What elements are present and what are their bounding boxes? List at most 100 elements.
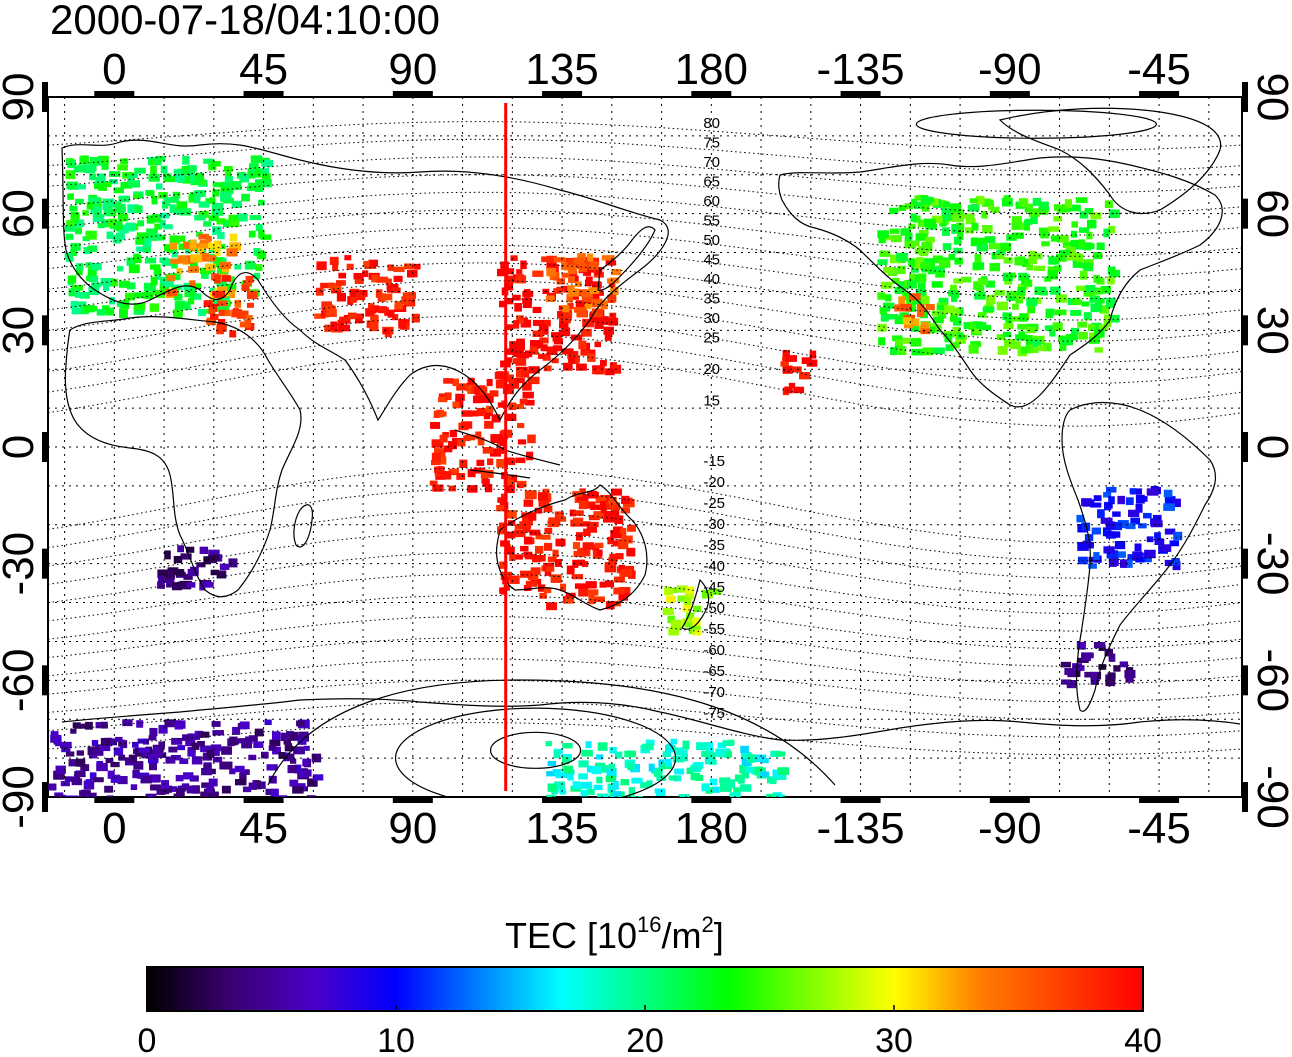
tec-sample — [600, 300, 608, 310]
tec-sample — [949, 284, 957, 291]
lon-top-label: 90 — [388, 45, 437, 94]
tec-sample — [168, 746, 178, 753]
tec-sample — [72, 722, 81, 729]
tec-sample — [126, 282, 136, 290]
tec-sample — [249, 215, 262, 221]
tec-sample — [505, 298, 514, 305]
tec-sample — [916, 304, 925, 313]
tec-sample — [952, 209, 965, 217]
tec-sample — [908, 293, 921, 301]
tec-sample — [242, 279, 252, 286]
tec-sample — [245, 315, 253, 321]
colorbar-tick-label: 40 — [1124, 1022, 1162, 1057]
tec-sample — [452, 401, 460, 409]
tec-sample — [1103, 492, 1112, 498]
tec-sample — [80, 764, 90, 772]
tec-sample — [613, 526, 623, 532]
tec-sample — [136, 720, 144, 728]
tec-sample — [621, 568, 633, 577]
tec-sample — [1089, 296, 1100, 303]
tec-sample — [1081, 301, 1090, 307]
tec-sample — [171, 582, 183, 591]
tec-sample — [538, 324, 547, 332]
tec-sample — [258, 199, 265, 206]
tec-sample — [527, 434, 536, 444]
tec-sample — [1125, 497, 1134, 506]
tec-sample — [499, 561, 508, 569]
tec-sample — [86, 202, 94, 210]
tec-sample — [463, 435, 471, 442]
tec-sample — [693, 605, 702, 613]
tec-sample — [89, 792, 97, 797]
tec-sample — [677, 595, 686, 602]
tec-sample — [1064, 199, 1072, 209]
tec-sample — [1066, 680, 1077, 689]
tec-sample — [161, 201, 169, 209]
tec-sample — [94, 206, 102, 212]
tec-sample — [1160, 544, 1172, 552]
tec-sample — [88, 286, 100, 296]
tec-sample — [88, 197, 101, 205]
tec-sample — [475, 431, 482, 440]
tec-sample — [248, 182, 258, 191]
tec-sample — [1033, 297, 1042, 304]
tec-sample — [544, 527, 553, 534]
tec-sample — [580, 789, 589, 797]
tec-sample — [201, 767, 212, 776]
tec-sample — [562, 765, 573, 774]
tec-sample — [212, 730, 224, 736]
tec-sample — [163, 224, 173, 230]
colorbar-tick-label: 10 — [377, 1022, 415, 1057]
tec-sample — [754, 766, 764, 776]
tec-sample — [210, 744, 222, 752]
tec-sample — [201, 782, 211, 788]
tec-sample — [1044, 325, 1057, 331]
lon-top-label: 180 — [675, 45, 748, 94]
tec-sample — [706, 591, 714, 598]
tec-sample — [221, 275, 231, 282]
tec-sample — [191, 756, 203, 765]
tec-sample — [526, 451, 534, 461]
tec-sample — [529, 340, 541, 349]
tec-sample — [595, 512, 605, 519]
tec-sample — [719, 783, 732, 792]
tec-sample — [581, 749, 593, 757]
tec-sample — [94, 744, 105, 751]
tec-sample — [1077, 542, 1089, 551]
tec-sample — [1146, 488, 1159, 496]
tec-sample — [1108, 225, 1116, 234]
mlat-contour — [48, 333, 1242, 406]
tec-sample — [461, 410, 473, 417]
tec-region — [545, 738, 790, 797]
tec-sample — [549, 273, 556, 281]
colorbar-title-main: TEC [10 — [505, 915, 637, 956]
tec-sample — [221, 181, 233, 190]
tec-sample — [201, 270, 209, 279]
tec-sample — [189, 566, 199, 576]
tec-sample — [541, 534, 551, 540]
tec-sample — [532, 330, 544, 337]
tec-sample — [977, 291, 986, 299]
tec-sample — [118, 280, 130, 288]
tec-sample — [759, 771, 770, 778]
tec-sample — [1061, 679, 1071, 685]
tec-sample — [190, 239, 197, 249]
tec-sample — [260, 751, 269, 759]
mlat-label: -40 — [703, 558, 725, 575]
tec-sample — [193, 195, 201, 204]
tec-sample — [59, 741, 72, 749]
tec-sample — [194, 215, 206, 221]
tec-sample — [904, 232, 913, 242]
tec-sample — [668, 627, 680, 636]
tec-sample — [890, 234, 902, 243]
tec-sample — [515, 358, 527, 366]
tec-sample — [558, 329, 568, 337]
tec-sample — [523, 499, 534, 507]
mlat-label: 70 — [703, 154, 720, 171]
tec-sample — [229, 242, 242, 251]
tec-sample — [685, 586, 695, 595]
tec-sample — [569, 509, 576, 517]
tec-sample — [912, 296, 922, 305]
coastline-new-zealand — [681, 578, 710, 630]
mlat-label: 60 — [703, 193, 720, 210]
